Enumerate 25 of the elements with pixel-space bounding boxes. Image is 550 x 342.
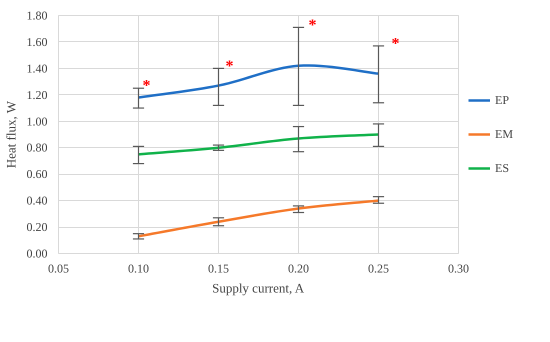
annotation: * (226, 58, 234, 75)
x-tick-label: 0.25 (368, 262, 389, 276)
x-tick-label: 0.20 (288, 262, 309, 276)
annotation: * (392, 35, 400, 52)
legend-label: ES (495, 160, 510, 176)
y-tick-label: 1.20 (26, 88, 48, 102)
x-tick-label: 0.30 (448, 262, 469, 276)
y-tick-label: 0.80 (26, 140, 48, 155)
y-tick-label: 1.60 (26, 34, 48, 49)
y-tick-label: 0.20 (26, 220, 48, 234)
legend-label: EM (495, 126, 514, 142)
x-tick-label: 0.15 (208, 262, 229, 276)
y-tick-label: 1.40 (26, 61, 48, 76)
x-tick-label: 0.05 (48, 262, 69, 276)
y-tick-label: 0.40 (26, 194, 48, 208)
y-axis-title: Heat flux, W (4, 100, 18, 168)
annotation: * (308, 16, 316, 34)
y-tick-label: 0.00 (26, 246, 48, 260)
y-tick-label: 1.80 (26, 8, 48, 22)
y-tick-label: 0.60 (26, 167, 48, 182)
x-axis-title: Supply current, A (212, 280, 305, 296)
y-tick-label: 1.00 (26, 114, 48, 128)
legend-label: EP (495, 92, 510, 108)
annotation: * (142, 78, 150, 95)
x-tick-label: 0.10 (128, 262, 149, 276)
